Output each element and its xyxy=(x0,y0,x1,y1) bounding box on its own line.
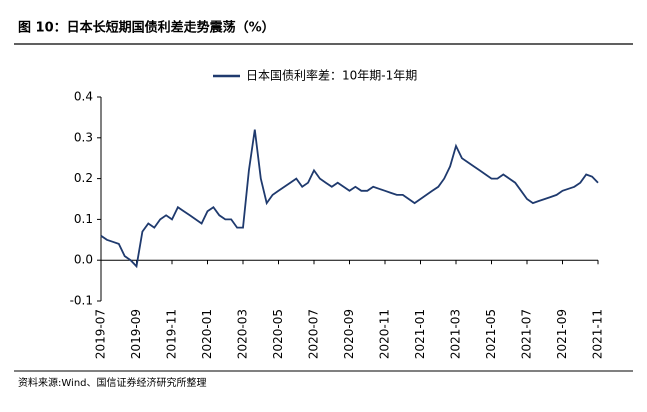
x-tick-label: 2020-11 xyxy=(378,309,392,359)
data-line xyxy=(100,129,599,269)
y-tick-label: -0.1 xyxy=(70,294,93,308)
y-tick-label: 0.0 xyxy=(74,253,93,267)
x-tick-label: 2019-09 xyxy=(129,309,143,359)
x-tick-label: 2020-05 xyxy=(271,309,285,359)
x-tick-label: 2020-07 xyxy=(307,309,321,359)
x-tick-label: 2020-01 xyxy=(200,309,214,359)
x-tick-label: 2021-11 xyxy=(591,309,605,359)
x-tick-label: 2019-11 xyxy=(165,309,179,359)
x-tick-label: 2021-05 xyxy=(484,309,498,359)
x-tick-label: 2021-07 xyxy=(520,309,534,359)
y-tick-label: 0.2 xyxy=(74,171,93,185)
x-tick-label: 2021-09 xyxy=(555,309,569,359)
y-tick-label: 0.3 xyxy=(74,130,93,144)
chart-title: 图 10：日本长短期国债利差走势震荡（%） xyxy=(18,20,275,36)
y-tick-label: 0.1 xyxy=(74,212,93,226)
x-tick-label: 2020-09 xyxy=(342,309,356,359)
y-tick-label: 0.4 xyxy=(74,90,93,104)
x-tick-label: 2019-07 xyxy=(94,309,108,359)
x-tick-label: 2020-03 xyxy=(236,309,250,359)
source-note: 资料来源:Wind、国信证券经济研究所整理 xyxy=(18,376,207,389)
x-tick-label: 2021-01 xyxy=(413,309,427,359)
x-tick-label: 2021-03 xyxy=(449,309,463,359)
legend-label: 日本国债利率差：10年期-1年期 xyxy=(246,68,417,83)
